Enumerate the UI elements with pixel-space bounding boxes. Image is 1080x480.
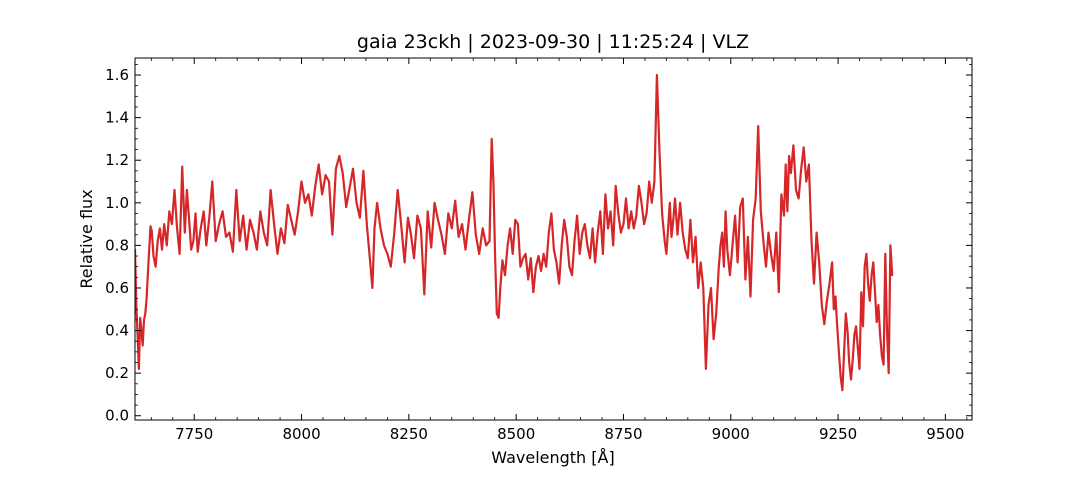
y-tick-label-1.6: 1.6	[105, 66, 129, 84]
x-axis-label: Wavelength [Å]	[491, 448, 614, 467]
x-tick-label-9500: 9500	[926, 425, 964, 443]
y-tick-label-0.0: 0.0	[105, 407, 129, 425]
x-axis-ticks: 7750 8000 8250 8500 8750 9000 9250 9500	[150, 58, 968, 443]
y-tick-label-1.4: 1.4	[105, 109, 129, 127]
x-tick-label-8750: 8750	[604, 425, 642, 443]
x-tick-label-7750: 7750	[175, 425, 213, 443]
y-tick-label-1.2: 1.2	[105, 151, 129, 169]
y-tick-label-0.6: 0.6	[105, 279, 129, 297]
x-tick-label-8000: 8000	[282, 425, 320, 443]
x-tick-label-9000: 9000	[712, 425, 750, 443]
y-tick-label-0.2: 0.2	[105, 364, 129, 382]
y-axis-ticks: 0.0 0.2 0.4 0.6 0.8 1.0 1.2 1.4 1.6	[105, 63, 972, 425]
y-tick-label-0.4: 0.4	[105, 322, 129, 340]
series-layer	[135, 73, 894, 392]
spectrum-line-0	[135, 73, 894, 392]
x-tick-label-8250: 8250	[390, 425, 428, 443]
plot-frame	[134, 57, 973, 421]
y-axis-label: Relative flux	[77, 189, 96, 288]
y-tick-label-0.8: 0.8	[105, 236, 129, 254]
x-tick-label-8500: 8500	[497, 425, 535, 443]
x-tick-label-9250: 9250	[819, 425, 857, 443]
y-tick-label-1.0: 1.0	[105, 194, 129, 212]
plot-area	[134, 57, 973, 421]
chart-title: gaia 23ckh | 2023-09-30 | 11:25:24 | VLZ	[357, 31, 749, 53]
